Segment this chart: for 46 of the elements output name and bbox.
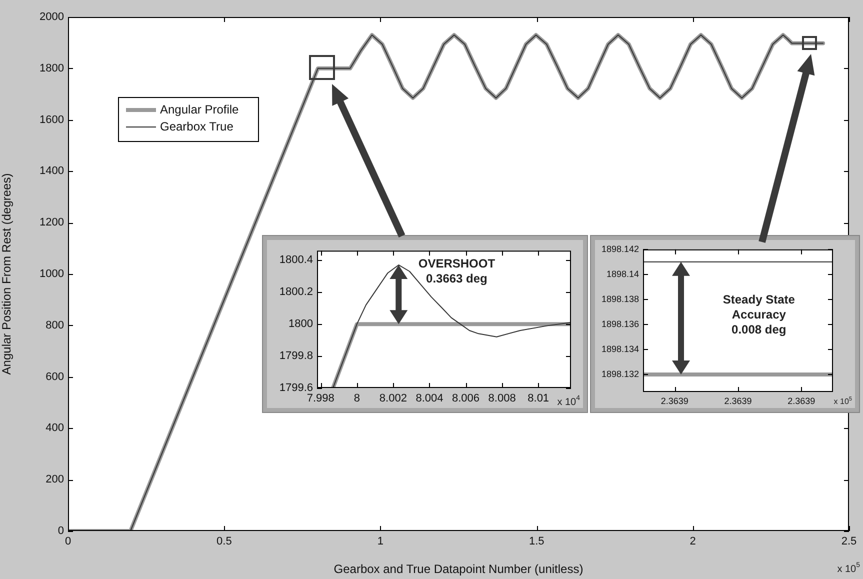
y-tick-label: 1800 [288, 318, 313, 330]
y-tick-label: 1000 [40, 268, 64, 280]
x-tick-label: 0.5 [216, 536, 232, 548]
x-tick-label: 8 [354, 392, 360, 405]
x-tick-label: 2 [690, 536, 696, 548]
x-tick-label: 8.01 [528, 392, 550, 405]
x-tick-label: 2.3639 [724, 396, 752, 406]
y-tick-label: 1800.4 [279, 254, 313, 266]
x-tick-label: 8.002 [379, 392, 407, 405]
y-tick-label: 1898.136 [601, 318, 639, 329]
annotation: OVERSHOOT [418, 256, 496, 270]
y-tick-label: 1200 [40, 216, 64, 229]
y-tick-label: 1800.2 [279, 286, 313, 298]
y-tick-label: 1400 [40, 165, 64, 178]
annotation: Steady State [722, 292, 796, 306]
x-tick-label: 2.5 [841, 536, 857, 548]
y-tick-label: 2000 [40, 11, 64, 24]
x-tick-label: 1.5 [528, 536, 544, 548]
y-axis-title: Angular Position From Rest (degrees) [0, 173, 14, 375]
y-tick-label: 800 [46, 319, 64, 332]
x-tick-label: 2.3639 [788, 396, 816, 406]
legend-label: Gearbox True [160, 119, 234, 134]
y-tick-label: 1898.14 [606, 268, 639, 279]
y-tick-label: 0 [58, 525, 64, 538]
y-tick-label: 400 [46, 422, 64, 434]
x-tick-label: 7.998 [306, 392, 334, 405]
y-tick-label: 200 [46, 474, 64, 486]
y-tick-label: 1799.8 [279, 350, 313, 362]
x-tick-label: 8.008 [488, 392, 516, 405]
y-tick-label: 1799.6 [279, 382, 313, 394]
x-tick-label: 8.004 [416, 392, 444, 405]
annotation: Accuracy [732, 307, 786, 322]
annotation: 0.008 deg [732, 322, 786, 336]
legend-label: Angular Profile [160, 102, 240, 116]
annotation: 0.3663 deg [426, 271, 488, 286]
y-tick-label: 1800 [40, 62, 64, 74]
y-tick-label: 1898.134 [601, 344, 639, 354]
x-tick-label: 8.006 [452, 392, 480, 405]
x-tick-label: 2.3639 [660, 396, 688, 406]
x-axis-title: Gearbox and True Datapoint Number (unitless) [334, 562, 584, 576]
y-tick-label: 1600 [40, 114, 64, 126]
x-tick-label: 1 [377, 536, 384, 548]
y-tick-label: 1898.142 [601, 244, 639, 254]
y-tick-label: 600 [46, 370, 64, 383]
y-tick-label: 1898.132 [601, 368, 639, 379]
y-tick-label: 1898.138 [601, 294, 639, 304]
